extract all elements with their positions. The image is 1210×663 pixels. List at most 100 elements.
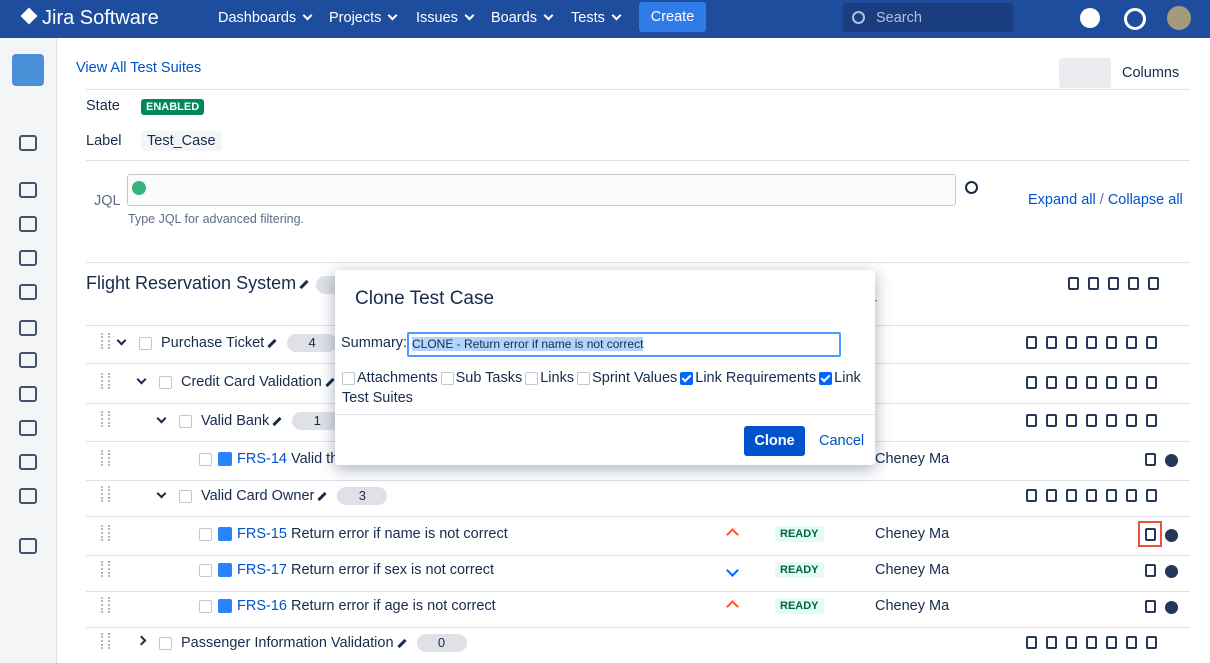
row-action[interactable]	[1046, 376, 1057, 389]
row-action[interactable]	[1046, 636, 1057, 649]
checkbox[interactable]	[139, 336, 152, 350]
row-action[interactable]	[1106, 414, 1117, 427]
search-button[interactable]	[965, 181, 978, 194]
sidebar-icon[interactable]	[19, 216, 37, 232]
row-action[interactable]	[1046, 336, 1057, 349]
row-action[interactable]	[1106, 489, 1117, 502]
row-action[interactable]	[1086, 376, 1097, 389]
remove-icon[interactable]	[1165, 565, 1178, 578]
row-action[interactable]	[1106, 636, 1117, 649]
row-action[interactable]	[1026, 489, 1037, 502]
logo[interactable]	[20, 7, 38, 25]
option[interactable]: Attachments	[342, 370, 438, 386]
sidebar-icon[interactable]	[19, 454, 37, 470]
search-box[interactable]: Search	[843, 3, 1013, 32]
sidebar-icon[interactable]	[19, 352, 37, 368]
row-action[interactable]	[1066, 489, 1077, 502]
sidebar-icon[interactable]	[19, 182, 37, 198]
root-action[interactable]	[1108, 277, 1119, 290]
option[interactable]: Sprint Values	[577, 370, 677, 386]
row-action[interactable]	[1126, 636, 1137, 649]
row-action[interactable]	[1026, 636, 1037, 649]
row-action[interactable]	[1066, 414, 1077, 427]
create-button[interactable]: Create	[639, 2, 706, 32]
sidebar-icon[interactable]	[19, 250, 37, 266]
nav-menu[interactable]: Dashboards	[218, 10, 313, 26]
nav-menu[interactable]: Issues	[416, 10, 475, 26]
project-avatar[interactable]	[12, 54, 44, 86]
issue-key[interactable]: FRS-17	[237, 562, 287, 578]
sidebar-icon[interactable]	[19, 538, 37, 554]
brand[interactable]: Jira Software	[42, 7, 159, 29]
root-action[interactable]	[1088, 277, 1099, 290]
checkbox[interactable]	[680, 371, 694, 385]
avatar[interactable]	[1167, 6, 1191, 30]
row-action[interactable]	[1086, 636, 1097, 649]
edit-icon[interactable]	[267, 338, 277, 348]
checkbox[interactable]	[577, 371, 591, 385]
row-action[interactable]	[1146, 376, 1157, 389]
row-action[interactable]	[1126, 376, 1137, 389]
expand-chevron[interactable]	[136, 635, 147, 645]
row-action[interactable]	[1146, 414, 1157, 427]
label-tag[interactable]: Test_Case	[141, 131, 222, 151]
row-action[interactable]	[1146, 636, 1157, 649]
checkbox[interactable]	[199, 599, 212, 613]
row-action[interactable]	[1126, 489, 1137, 502]
nav-menu[interactable]: Tests	[571, 10, 622, 26]
remove-icon[interactable]	[1165, 454, 1178, 467]
copy-icon[interactable]	[1145, 564, 1156, 577]
checkbox[interactable]	[342, 371, 355, 385]
sidebar-icon[interactable]	[19, 488, 37, 504]
option[interactable]: Link Test Suites	[342, 370, 861, 406]
row-action[interactable]	[1026, 414, 1037, 427]
row-action[interactable]	[1106, 376, 1117, 389]
row-action[interactable]	[1066, 376, 1077, 389]
column-settings[interactable]	[1059, 58, 1111, 88]
checkbox[interactable]	[199, 563, 212, 577]
checkbox[interactable]	[199, 527, 212, 541]
expand-chevron[interactable]	[136, 374, 147, 384]
settings-icon[interactable]	[1124, 8, 1146, 30]
edit-icon[interactable]	[317, 491, 327, 501]
clone-button[interactable]: Clone	[744, 426, 805, 456]
sidebar-icon[interactable]	[19, 386, 37, 402]
sidebar-icon[interactable]	[19, 420, 37, 436]
view-all-link[interactable]: View All Test Suites	[76, 60, 202, 76]
root-action[interactable]	[1068, 277, 1079, 290]
issue-key[interactable]: FRS-16	[237, 598, 287, 614]
checkbox[interactable]	[199, 452, 212, 466]
row-action[interactable]	[1126, 336, 1137, 349]
nav-menu[interactable]: Projects	[329, 10, 398, 26]
option[interactable]: Sub Tasks	[440, 370, 522, 386]
jql-input[interactable]	[127, 174, 956, 206]
checkbox[interactable]	[525, 371, 539, 385]
edit-icon[interactable]	[396, 638, 407, 648]
nav-menu[interactable]: Boards	[491, 10, 554, 26]
columns-button[interactable]: Columns	[1122, 65, 1180, 81]
cancel-button[interactable]: Cancel	[819, 433, 865, 449]
expand-chevron[interactable]	[116, 335, 127, 345]
row-action[interactable]	[1146, 336, 1157, 349]
row-action[interactable]	[1026, 336, 1037, 349]
checkbox[interactable]	[440, 371, 454, 385]
expand-chevron[interactable]	[156, 488, 167, 498]
checkbox[interactable]	[179, 414, 192, 428]
expand-chevron[interactable]	[156, 413, 167, 423]
sidebar-icon[interactable]	[19, 135, 37, 151]
checkbox[interactable]	[159, 636, 172, 650]
row-action[interactable]	[1106, 336, 1117, 349]
copy-icon[interactable]	[1145, 453, 1156, 466]
row-action[interactable]	[1086, 414, 1097, 427]
sidebar-icon[interactable]	[19, 320, 37, 336]
row-action[interactable]	[1086, 489, 1097, 502]
sidebar-icon[interactable]	[19, 284, 37, 300]
edit-icon[interactable]	[325, 377, 335, 387]
collapse-all[interactable]: Collapse all	[1107, 192, 1183, 208]
summary-input[interactable]: CLONE - Return error if name is not corr…	[407, 332, 841, 357]
checkbox[interactable]	[159, 375, 172, 389]
help-icon[interactable]	[1080, 8, 1100, 28]
issue-key[interactable]: FRS-14	[237, 451, 287, 467]
row-action[interactable]	[1026, 376, 1037, 389]
row-action[interactable]	[1146, 489, 1157, 502]
